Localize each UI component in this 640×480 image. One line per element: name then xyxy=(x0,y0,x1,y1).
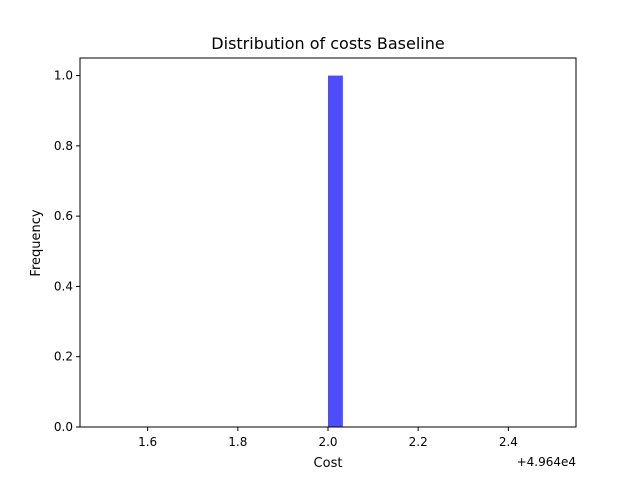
y-tick-label: 0.0 xyxy=(54,420,73,434)
x-tick-label: 2.0 xyxy=(318,435,337,449)
y-tick-label: 1.0 xyxy=(54,69,73,83)
x-axis: 1.6 1.8 2.0 2.2 2.4 xyxy=(138,427,518,449)
y-tick-label: 0.6 xyxy=(54,209,73,223)
x-tick-label: 2.4 xyxy=(499,435,518,449)
x-tick-label: 1.6 xyxy=(138,435,157,449)
histogram-bar xyxy=(328,75,343,428)
x-tick-label: 1.8 xyxy=(228,435,247,449)
chart-title: Distribution of costs Baseline xyxy=(211,34,444,53)
bars-layer xyxy=(328,75,343,428)
y-tick-label: 0.4 xyxy=(54,279,73,293)
y-tick-label: 0.8 xyxy=(54,139,73,153)
x-axis-label: Cost xyxy=(314,456,343,471)
y-tick-label: 0.2 xyxy=(54,350,73,364)
y-axis-label: Frequency xyxy=(29,209,44,276)
x-tick-label: 2.2 xyxy=(409,435,428,449)
y-axis: 0.0 0.2 0.4 0.6 0.8 1.0 xyxy=(54,69,80,434)
x-axis-offset-label: +4.964e4 xyxy=(517,455,576,469)
